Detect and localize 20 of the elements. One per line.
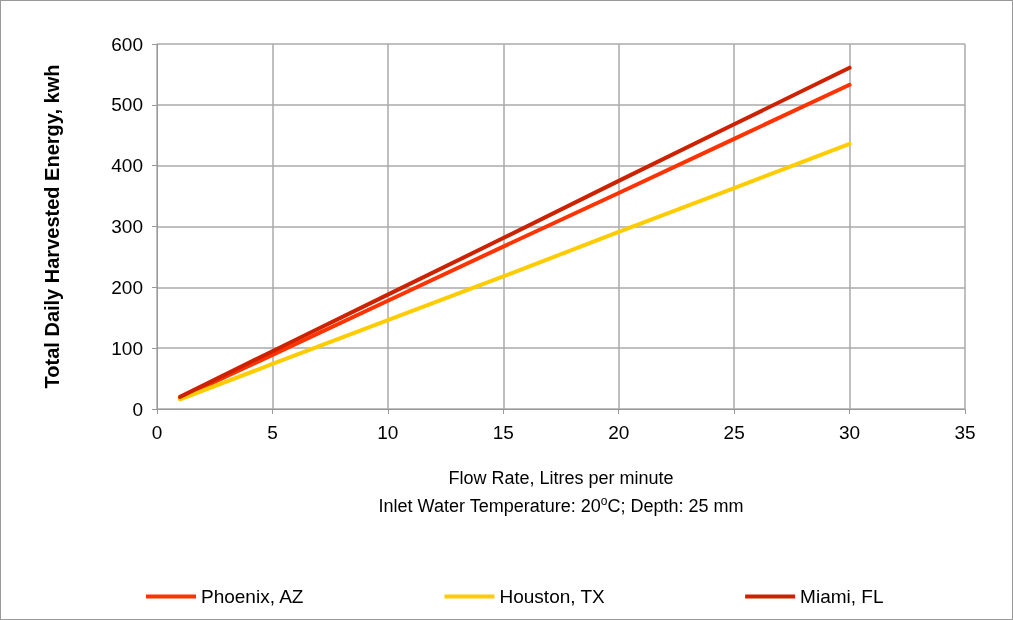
legend-label: Miami, FL [800, 586, 884, 607]
y-tick-label: 600 [111, 33, 143, 55]
y-tick-label: 100 [111, 337, 143, 359]
line-series [178, 141, 852, 402]
y-tick-label: 0 [132, 398, 143, 420]
y-tick-label: 400 [111, 155, 143, 177]
legend-label: Houston, TX [499, 586, 606, 607]
x-tick-label: 25 [723, 422, 745, 443]
x-tick-label: 10 [377, 422, 399, 443]
y-tick-label: 500 [111, 94, 143, 116]
x-tick-label: 5 [267, 422, 278, 443]
x-tick-label: 20 [608, 422, 630, 443]
y-tick-label: 300 [111, 216, 143, 237]
x-tick-label: 35 [954, 422, 976, 443]
x-tick-label: 30 [839, 422, 861, 443]
x-tick-label: 15 [492, 422, 514, 443]
y-axis-title: Total Daily Harvested Energy, kwh [41, 64, 63, 389]
y-tick-label: 200 [111, 276, 143, 298]
x-tick-label: 0 [151, 422, 163, 443]
legend-label: Phoenix, AZ [201, 586, 304, 607]
